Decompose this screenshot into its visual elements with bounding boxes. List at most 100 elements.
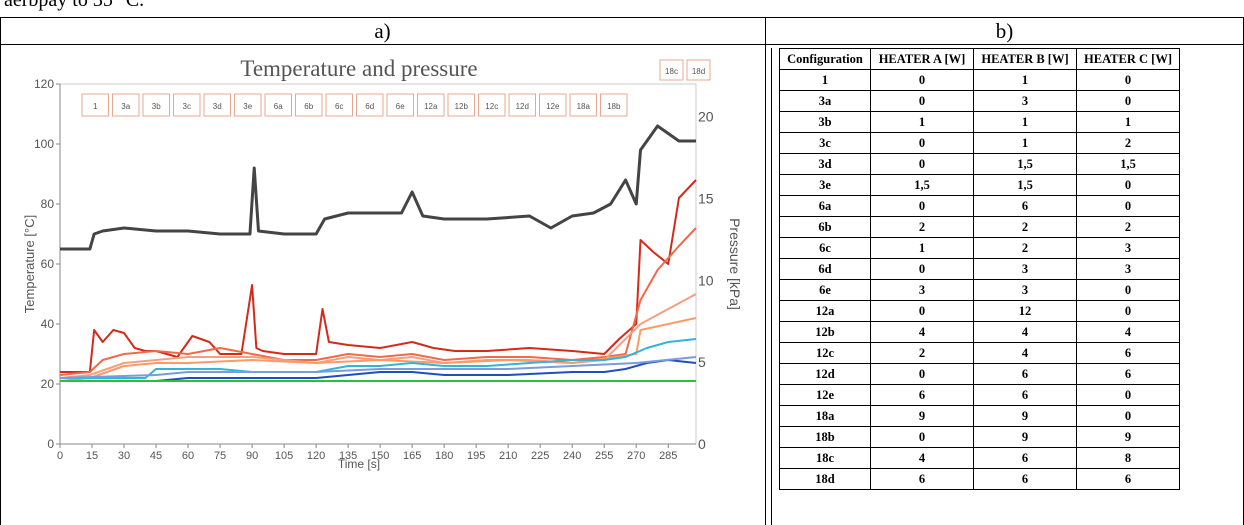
panel-b-label: b) <box>995 19 1014 43</box>
x-tick-label: 105 <box>275 450 293 462</box>
y-tick-label: 60 <box>41 257 55 271</box>
cell-heater-c: 6 <box>1076 363 1180 385</box>
cell-heater-b: 1 <box>973 132 1077 154</box>
cell-heater-c: 2 <box>1076 216 1180 238</box>
cell-heater-b: 3 <box>973 258 1077 280</box>
table-row: 6e 3 3 0 <box>779 279 1180 301</box>
config-label-box-upper <box>686 59 711 81</box>
config-label-box <box>417 93 445 117</box>
table-row: 6d 0 3 3 <box>779 258 1180 280</box>
y-tick-label: 0 <box>47 437 54 451</box>
cell-heater-c: 6 <box>1076 468 1180 490</box>
y2-tick-label: 10 <box>698 272 714 288</box>
config-label: 3e <box>243 102 252 111</box>
cell-configuration: 18c <box>779 447 871 469</box>
cell-heater-a: 1,5 <box>870 174 974 196</box>
cell-heater-a: 0 <box>870 258 974 280</box>
cell-heater-b: 1,5 <box>973 153 1077 175</box>
cell-configuration: 3d <box>779 153 871 175</box>
config-label-box <box>539 93 567 117</box>
config-label-box <box>569 93 597 117</box>
cell-heater-c: 0 <box>1076 90 1180 112</box>
figure-frame <box>0 17 1243 525</box>
config-label: 6e <box>396 102 405 111</box>
config-label: 12c <box>485 102 498 111</box>
y2-tick-label: 5 <box>698 354 706 370</box>
table-row: 12c 2 4 6 <box>779 342 1180 364</box>
config-label: 3c <box>183 102 191 111</box>
cell-configuration: 1 <box>779 69 871 91</box>
cell-heater-b: 4 <box>973 321 1077 343</box>
header-heater-c: HEATER C [W] <box>1076 48 1180 70</box>
table-row: 12e 6 6 0 <box>779 384 1180 406</box>
cell-heater-b: 9 <box>973 405 1077 427</box>
y2-tick-label: 0 <box>698 436 706 452</box>
cell-configuration: 6c <box>779 237 871 259</box>
header-heater-a: HEATER A [W] <box>870 48 974 70</box>
cell-heater-c: 2 <box>1076 132 1180 154</box>
config-label: 18a <box>577 102 591 111</box>
table-row: 18c 4 6 8 <box>779 447 1180 469</box>
x-tick-label: 285 <box>659 450 677 462</box>
series-line-5 <box>60 338 697 379</box>
cell-heater-b: 9 <box>973 426 1077 448</box>
cell-heater-a: 0 <box>870 69 974 91</box>
x-tick-label: 75 <box>214 450 226 462</box>
table-row: 18b 0 9 9 <box>779 426 1180 448</box>
series-line-1 <box>60 179 697 373</box>
cell-configuration: 12a <box>779 300 871 322</box>
cell-heater-b: 1 <box>973 69 1077 91</box>
table-row: 6c 1 2 3 <box>779 237 1180 259</box>
cell-heater-b: 6 <box>973 447 1077 469</box>
table-row: 18a 9 9 0 <box>779 405 1180 427</box>
cell-heater-c: 3 <box>1076 258 1180 280</box>
cell-heater-b: 6 <box>973 363 1077 385</box>
cell-heater-a: 0 <box>870 153 974 175</box>
cell-heater-a: 2 <box>870 216 974 238</box>
chart-title: Temperature and pressure <box>240 56 477 81</box>
x-tick-label: 30 <box>118 450 130 462</box>
config-label: 3d <box>213 102 222 111</box>
x-tick-label: 120 <box>307 450 325 462</box>
cell-heater-c: 0 <box>1076 69 1180 91</box>
config-label-box <box>600 93 628 117</box>
cell-heater-b: 6 <box>973 468 1077 490</box>
x-tick-label: 195 <box>467 450 485 462</box>
config-label-box <box>81 93 109 117</box>
table-row: 12b 4 4 4 <box>779 321 1180 343</box>
table-row: 3d 0 1,5 1,5 <box>779 153 1180 175</box>
config-label-box-upper <box>659 59 684 81</box>
series-line-4 <box>59 317 697 382</box>
config-label-box <box>447 93 475 117</box>
config-label-box <box>325 93 353 117</box>
temperature-pressure-chart: 0 15 30 45 60 75 90 105 120 135 150 165 180 195 210 225… <box>22 56 740 471</box>
config-label: 12a <box>424 102 438 111</box>
body-text-fragment: aerbpay to 35 °C. <box>4 0 145 11</box>
cell-heater-c: 0 <box>1076 174 1180 196</box>
y-tick-label: 100 <box>34 137 54 151</box>
x-tick-label: 135 <box>339 450 357 462</box>
cell-heater-c: 1,5 <box>1076 153 1180 175</box>
config-label-box <box>142 93 170 117</box>
cell-heater-a: 4 <box>870 321 974 343</box>
table-row: 3a 0 3 0 <box>779 90 1180 112</box>
cell-heater-c: 0 <box>1076 279 1180 301</box>
x-tick-label: 270 <box>627 450 645 462</box>
cell-configuration: 12b <box>779 321 871 343</box>
config-label: 1 <box>93 102 98 111</box>
x-axis-label: Time [s] <box>338 457 380 471</box>
x-tick-label: 225 <box>531 450 549 462</box>
y-tick-label: 20 <box>41 377 55 391</box>
config-label: 6c <box>335 102 343 111</box>
cell-heater-b: 3 <box>973 279 1077 301</box>
cell-heater-a: 3 <box>870 279 974 301</box>
config-label-upper: 18d <box>692 67 705 76</box>
table-row: 3e 1,5 1,5 0 <box>779 174 1180 196</box>
x-tick-label: 150 <box>371 450 389 462</box>
cell-configuration: 3b <box>779 111 871 133</box>
cell-heater-a: 2 <box>870 342 974 364</box>
cell-heater-b: 1,5 <box>973 174 1077 196</box>
cell-heater-c: 0 <box>1076 195 1180 217</box>
cell-heater-a: 0 <box>870 132 974 154</box>
series-line-0 <box>60 124 696 251</box>
